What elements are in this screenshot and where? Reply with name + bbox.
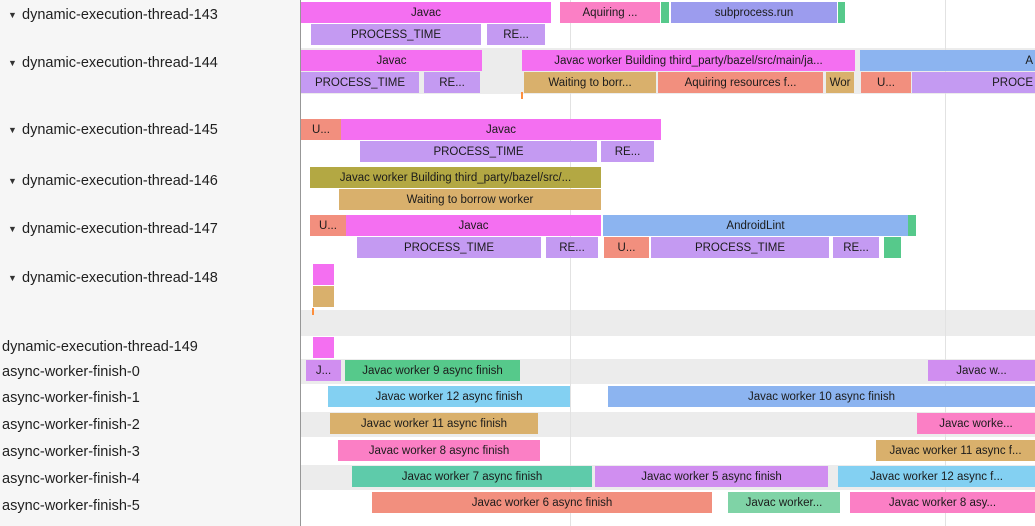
track-name: dynamic-execution-thread-148 [22, 269, 218, 286]
trace-span[interactable]: RE... [424, 72, 480, 93]
trace-span[interactable]: Javac w... [928, 360, 1035, 381]
gridline [570, 0, 571, 526]
trace-span[interactable]: J... [306, 360, 341, 381]
trace-span[interactable]: Javac worker 8 async finish [338, 440, 540, 461]
row-stripe [301, 310, 1035, 336]
track-row[interactable]: ▼ dynamic-execution-thread-143 [0, 4, 300, 25]
track-name: dynamic-execution-thread-144 [22, 54, 218, 71]
trace-span[interactable]: RE... [833, 237, 879, 258]
trace-span[interactable]: Javac worker 8 asy... [850, 492, 1035, 513]
trace-span[interactable]: Aquiring ... [560, 2, 660, 23]
trace-span[interactable]: U... [301, 119, 341, 140]
trace-span[interactable]: subprocess.run [671, 2, 837, 23]
track-row[interactable]: dynamic-execution-thread-149 [0, 336, 300, 357]
track-name: dynamic-execution-thread-147 [22, 220, 218, 237]
track-row[interactable]: async-worker-finish-5 [0, 495, 300, 516]
track-name: async-worker-finish-0 [2, 363, 140, 380]
trace-span[interactable] [661, 2, 669, 23]
trace-span[interactable]: Javac worker 11 async finish [330, 413, 538, 434]
track-name: dynamic-execution-thread-146 [22, 172, 218, 189]
track-name: dynamic-execution-thread-145 [22, 121, 218, 138]
trace-span[interactable]: U... [604, 237, 649, 258]
trace-span[interactable]: Javac worker 12 async f... [838, 466, 1035, 487]
trace-span[interactable]: Javac [301, 2, 551, 23]
trace-span[interactable]: PROCESS_TIME [301, 72, 419, 93]
track-row[interactable]: async-worker-finish-4 [0, 468, 300, 489]
timeline-canvas[interactable]: Javac Aquiring ... subprocess.run PROCESS_T… [301, 0, 1035, 526]
trace-span[interactable]: Wor [826, 72, 854, 93]
trace-span[interactable]: U... [310, 215, 346, 236]
trace-span[interactable]: U... [861, 72, 911, 93]
collapse-triangle-icon[interactable]: ▼ [8, 57, 17, 68]
track-row[interactable]: async-worker-finish-0 [0, 361, 300, 382]
collapse-triangle-icon[interactable]: ▼ [8, 272, 17, 283]
track-name: async-worker-finish-2 [2, 416, 140, 433]
trace-span[interactable]: Javac worker 10 async finish [608, 386, 1035, 407]
trace-span[interactable]: Javac worker 7 async finish [352, 466, 592, 487]
trace-span[interactable]: Waiting to borr... [524, 72, 656, 93]
track-row[interactable]: async-worker-finish-2 [0, 414, 300, 435]
trace-span[interactable]: Javac worker 12 async finish [328, 386, 570, 407]
trace-span[interactable]: Javac [301, 50, 482, 71]
trace-span[interactable]: Aquiring resources f... [658, 72, 823, 93]
trace-span[interactable]: PROCESS_TIME [357, 237, 541, 258]
trace-span[interactable]: AndroidLint [603, 215, 908, 236]
track-name: async-worker-finish-3 [2, 443, 140, 460]
track-row[interactable]: ▼ dynamic-execution-thread-148 [0, 267, 300, 288]
instant-marker[interactable] [521, 92, 523, 99]
collapse-triangle-icon[interactable]: ▼ [8, 124, 17, 135]
track-name: async-worker-finish-4 [2, 470, 140, 487]
trace-span[interactable]: PROCE [912, 72, 1035, 93]
track-name: dynamic-execution-thread-143 [22, 6, 218, 23]
track-row[interactable]: ▼ dynamic-execution-thread-146 [0, 170, 300, 191]
trace-span[interactable]: Javac worker 5 async finish [595, 466, 828, 487]
collapse-triangle-icon[interactable]: ▼ [8, 9, 17, 20]
trace-span[interactable] [313, 264, 334, 285]
trace-span[interactable] [908, 215, 916, 236]
trace-span[interactable]: Javac worker... [728, 492, 840, 513]
track-row[interactable]: ▼ dynamic-execution-thread-147 [0, 218, 300, 239]
track-name-panel: ▼ dynamic-execution-thread-143 ▼ dynamic-ex… [0, 0, 301, 526]
trace-span[interactable] [838, 2, 845, 23]
trace-span[interactable]: Javac worker Building third_party/bazel/… [310, 167, 601, 188]
collapse-triangle-icon[interactable]: ▼ [8, 175, 17, 186]
trace-span[interactable]: RE... [546, 237, 598, 258]
trace-span[interactable]: RE... [487, 24, 545, 45]
track-row[interactable]: ▼ dynamic-execution-thread-145 [0, 119, 300, 140]
trace-span[interactable]: Waiting to borrow worker [339, 189, 601, 210]
collapse-triangle-icon[interactable]: ▼ [8, 223, 17, 234]
trace-span[interactable]: Javac worker 11 async f... [876, 440, 1035, 461]
trace-span[interactable]: Javac [346, 215, 601, 236]
trace-span[interactable]: A [860, 50, 1035, 71]
trace-span[interactable]: PROCESS_TIME [360, 141, 597, 162]
trace-span[interactable]: PROCESS_TIME [311, 24, 481, 45]
track-name: dynamic-execution-thread-149 [2, 338, 198, 355]
gridline [945, 0, 946, 526]
trace-span[interactable] [884, 237, 901, 258]
track-row[interactable]: async-worker-finish-1 [0, 387, 300, 408]
track-name: async-worker-finish-5 [2, 497, 140, 514]
trace-span[interactable] [313, 337, 334, 358]
trace-span[interactable]: RE... [601, 141, 654, 162]
trace-span[interactable]: Javac worker Building third_party/bazel/… [522, 50, 855, 71]
track-row[interactable]: ▼ dynamic-execution-thread-144 [0, 52, 300, 73]
trace-span[interactable] [313, 286, 334, 307]
instant-marker[interactable] [312, 308, 314, 315]
trace-span[interactable]: Javac worker 6 async finish [372, 492, 712, 513]
track-name: async-worker-finish-1 [2, 389, 140, 406]
trace-span[interactable]: PROCESS_TIME [651, 237, 829, 258]
trace-span[interactable]: Javac worke... [917, 413, 1035, 434]
track-row[interactable]: async-worker-finish-3 [0, 441, 300, 462]
trace-span[interactable]: Javac worker 9 async finish [345, 360, 520, 381]
trace-span[interactable]: Javac [341, 119, 661, 140]
